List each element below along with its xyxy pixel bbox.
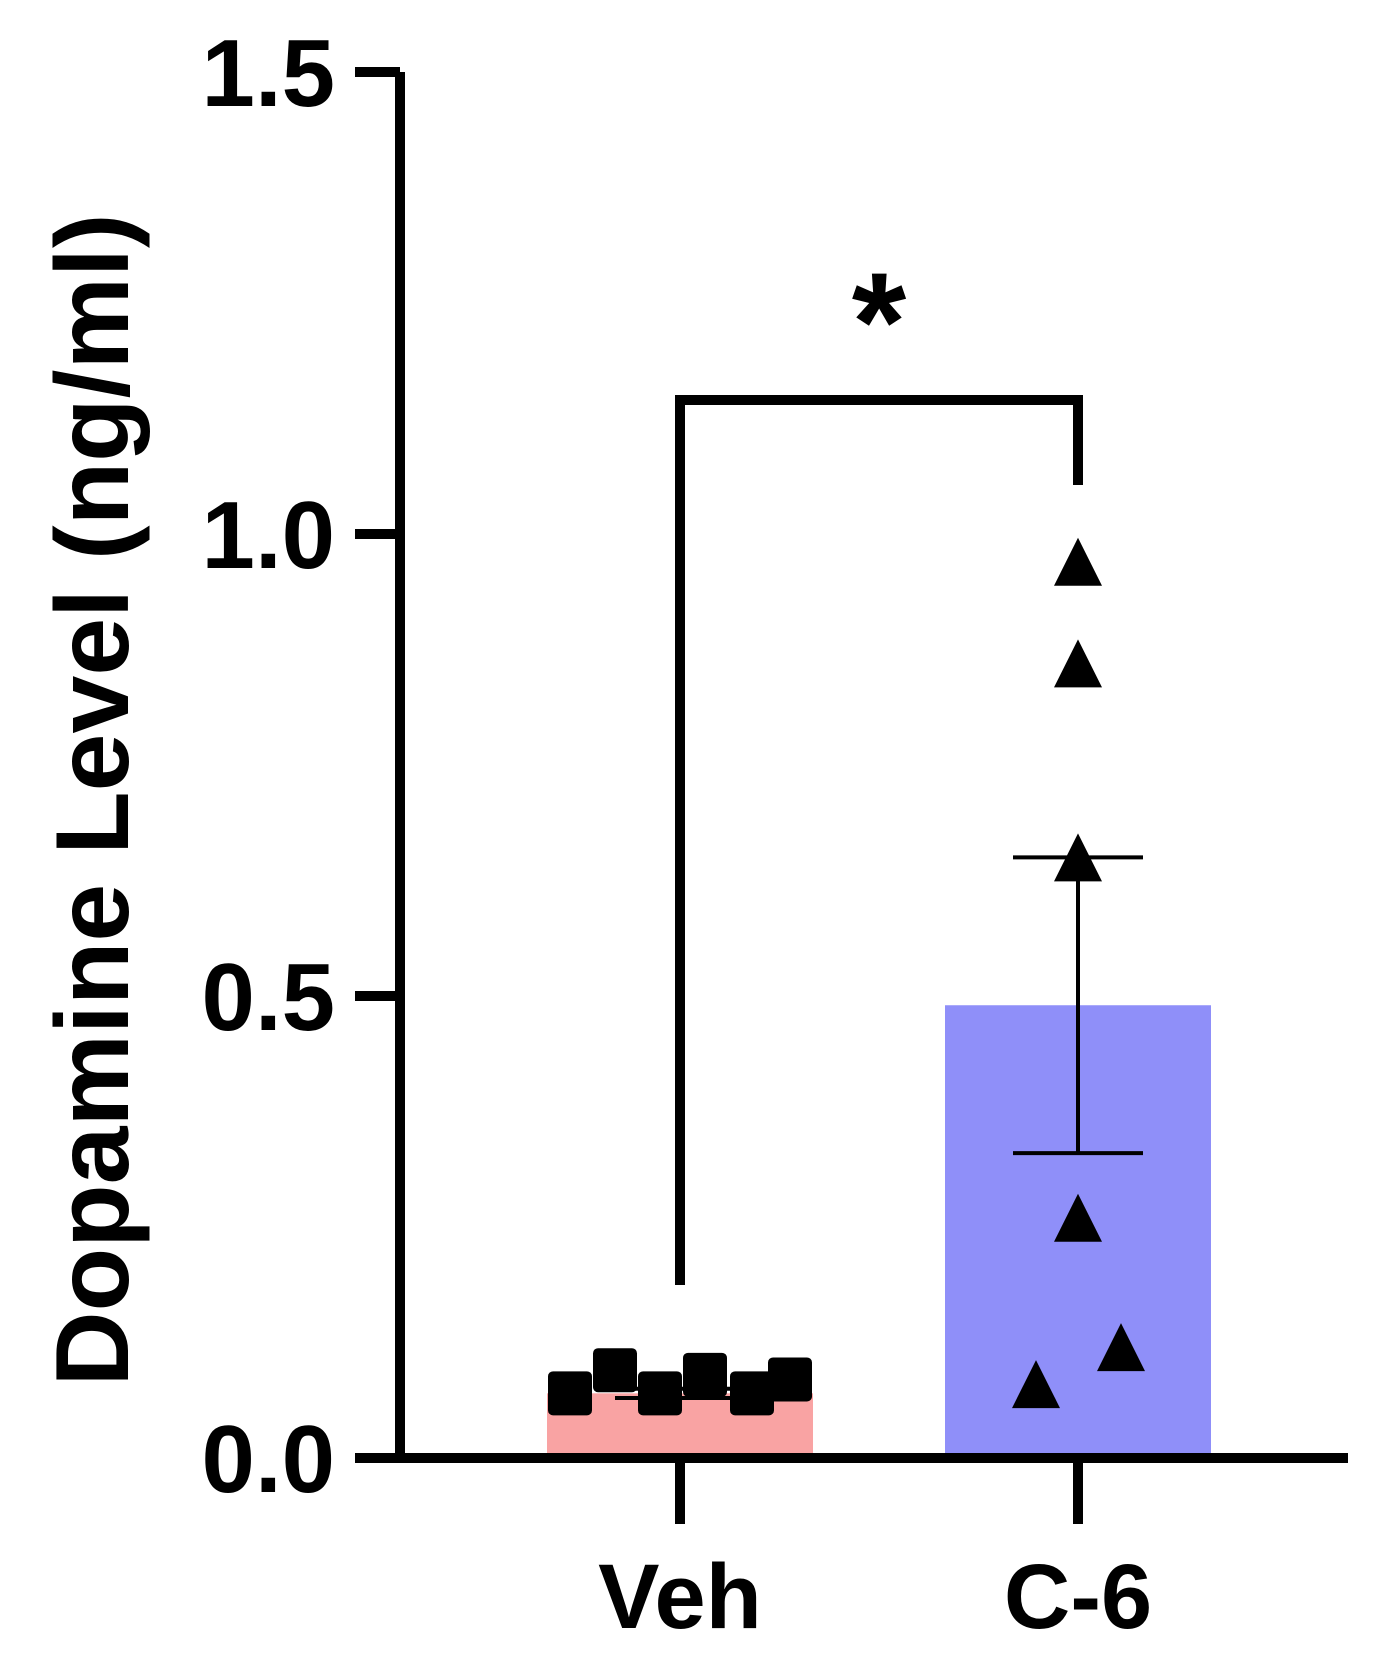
y-tick-label: 1.5 [202,20,335,127]
data-point-veh [730,1371,774,1416]
y-tick-label: 0.0 [202,1406,335,1513]
data-points-layer [548,537,1145,1416]
significance-bracket [675,395,1083,1285]
data-point-c-6 [1054,833,1102,882]
data-point-c-6 [1054,639,1102,688]
y-tick-label: 0.5 [202,944,335,1051]
significance-star: * [852,243,907,400]
labels-layer: 0.0 0.5 1.0 1.5 Veh C-6 [202,20,1153,1648]
x-tick-label-c-6: C-6 [1004,1546,1152,1648]
data-point-veh [768,1357,812,1402]
annotation-layer: * [675,243,1083,1285]
axes-layer [355,67,1348,1524]
y-tick-label: 1.0 [202,482,335,589]
data-point-veh [593,1348,637,1393]
data-point-c-6 [1054,537,1102,586]
data-point-c-6 [1012,1360,1060,1409]
y-axis-title: Dopamine Level (ng/ml) [35,213,151,1386]
data-point-veh [683,1352,727,1397]
data-point-veh [548,1371,592,1416]
x-tick-label-veh: Veh [598,1546,762,1648]
data-point-c-6 [1097,1323,1145,1372]
data-point-veh [638,1371,682,1416]
data-point-c-6 [1054,1193,1102,1242]
